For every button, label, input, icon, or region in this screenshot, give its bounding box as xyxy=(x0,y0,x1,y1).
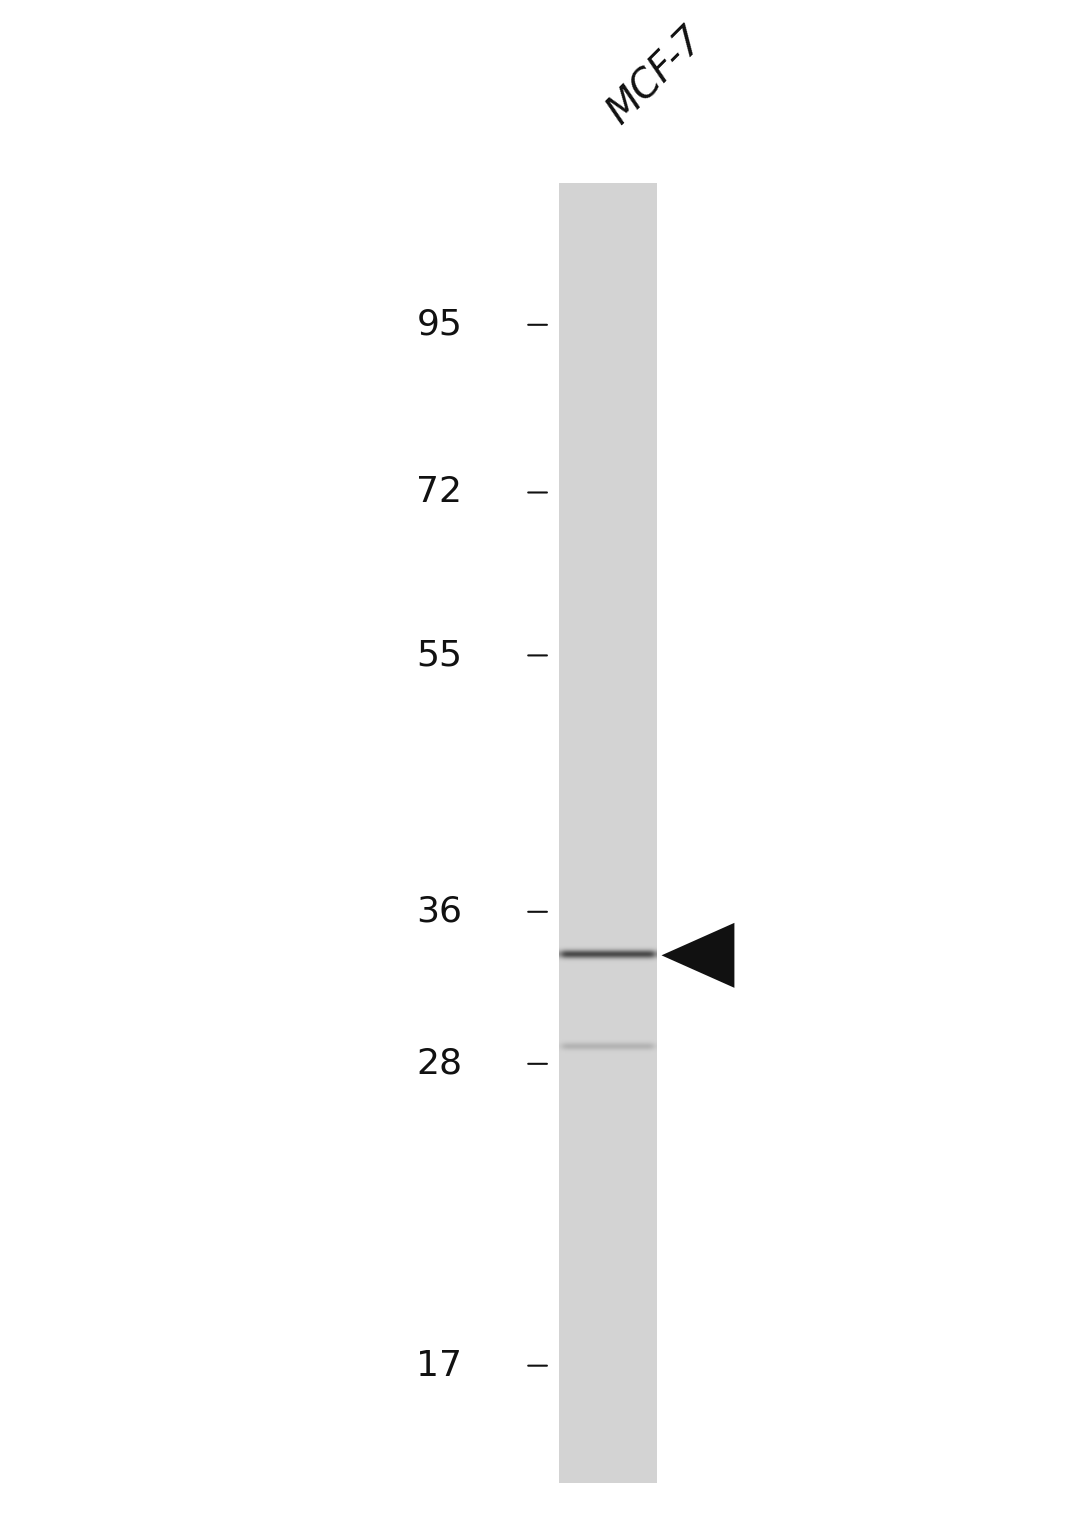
Text: 95: 95 xyxy=(417,307,462,342)
Text: 72: 72 xyxy=(416,476,462,509)
Polygon shape xyxy=(661,924,734,988)
Text: 55: 55 xyxy=(416,639,462,673)
Text: MCF-7: MCF-7 xyxy=(600,20,712,131)
Text: 28: 28 xyxy=(416,1047,462,1081)
Bar xyxy=(559,183,657,1483)
Text: 36: 36 xyxy=(416,894,462,928)
Text: 17: 17 xyxy=(416,1349,462,1382)
